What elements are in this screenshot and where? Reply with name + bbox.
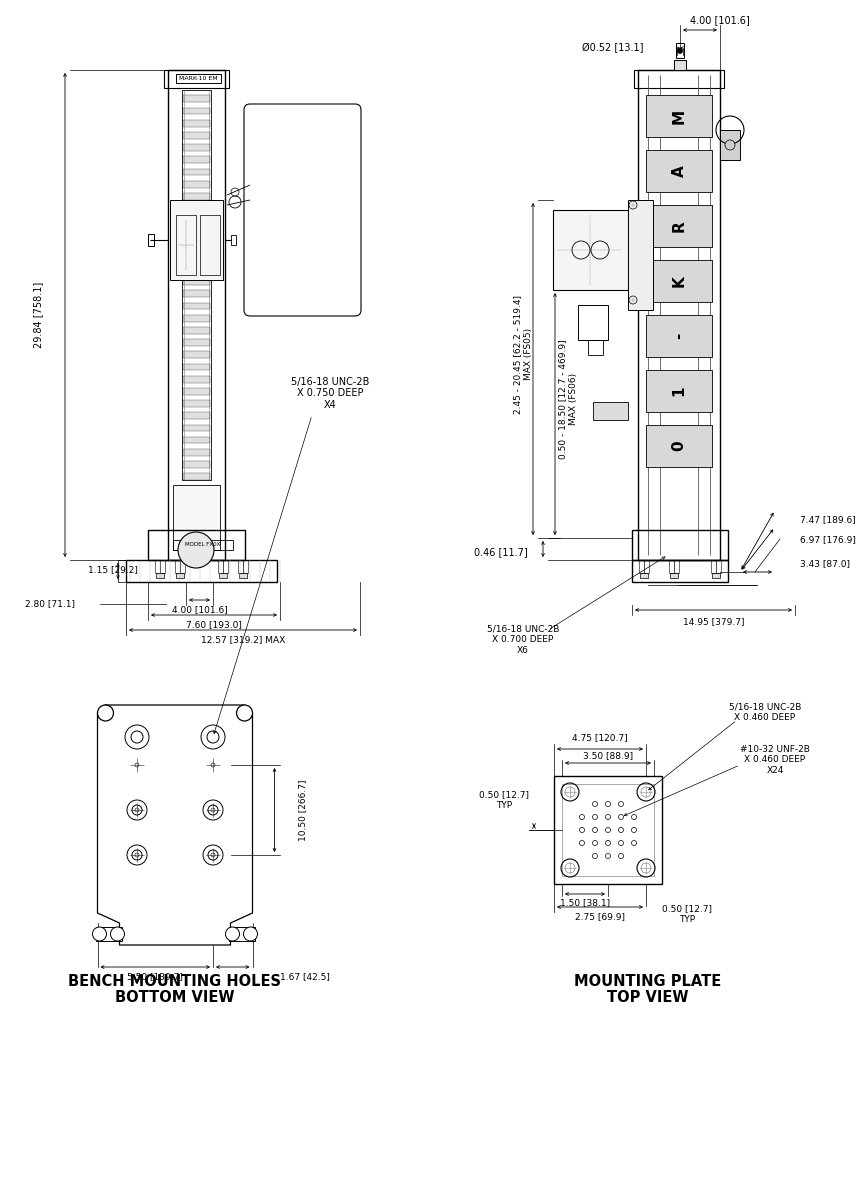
Bar bbox=[176, 74, 221, 83]
Bar bbox=[646, 260, 712, 302]
Text: 5/16-18 UNC-2B
X 0.700 DEEP
X6: 5/16-18 UNC-2B X 0.700 DEEP X6 bbox=[487, 625, 559, 655]
Bar bbox=[638, 70, 720, 560]
Text: 0.50 - 18.50 [12.7 - 469.9]
MAX (FS06): 0.50 - 18.50 [12.7 - 469.9] MAX (FS06) bbox=[559, 340, 578, 458]
Text: 3.50 [88.9]: 3.50 [88.9] bbox=[583, 751, 633, 761]
Bar bbox=[646, 314, 712, 358]
Text: 2.45 - 20.45 [62.2 - 519.4]
MAX (FS05): 2.45 - 20.45 [62.2 - 519.4] MAX (FS05) bbox=[514, 294, 533, 414]
Bar bbox=[183, 314, 210, 322]
Bar bbox=[239, 572, 247, 578]
Text: 5/16-18 UNC-2B
X 0.750 DEEP
X4: 5/16-18 UNC-2B X 0.750 DEEP X4 bbox=[291, 377, 369, 410]
Bar bbox=[183, 400, 210, 407]
Text: MOUNTING PLATE: MOUNTING PLATE bbox=[574, 974, 721, 990]
Bar bbox=[155, 560, 165, 572]
Bar bbox=[669, 560, 679, 572]
Text: 6.97 [176.9]: 6.97 [176.9] bbox=[800, 535, 856, 545]
Bar bbox=[183, 340, 210, 346]
Text: -: - bbox=[671, 332, 687, 340]
Bar bbox=[646, 150, 712, 192]
Bar bbox=[183, 181, 210, 187]
Bar bbox=[588, 340, 603, 355]
Bar bbox=[173, 540, 233, 550]
Text: 10.50 [266.7]: 10.50 [266.7] bbox=[298, 779, 307, 841]
Text: 14.95 [379.7]: 14.95 [379.7] bbox=[682, 618, 744, 626]
Circle shape bbox=[93, 926, 107, 941]
Bar bbox=[183, 473, 210, 480]
Bar bbox=[176, 215, 196, 275]
Bar bbox=[183, 302, 210, 310]
Text: 3.43 [87.0]: 3.43 [87.0] bbox=[800, 559, 850, 569]
Bar bbox=[632, 560, 728, 582]
Circle shape bbox=[677, 48, 682, 54]
Bar bbox=[170, 200, 223, 280]
Bar bbox=[183, 217, 210, 224]
Text: 0.46 [11.7]: 0.46 [11.7] bbox=[475, 547, 528, 557]
Bar bbox=[183, 364, 210, 371]
Bar bbox=[676, 43, 684, 58]
Bar bbox=[639, 560, 649, 572]
FancyBboxPatch shape bbox=[244, 104, 361, 316]
Bar bbox=[183, 376, 210, 383]
Bar bbox=[674, 60, 686, 70]
Bar bbox=[183, 108, 210, 114]
Bar bbox=[168, 70, 225, 560]
Bar bbox=[646, 425, 712, 467]
Text: 1: 1 bbox=[671, 385, 687, 396]
Bar bbox=[670, 572, 678, 578]
Bar bbox=[219, 572, 227, 578]
Bar bbox=[640, 572, 648, 578]
Bar bbox=[126, 560, 277, 582]
Bar bbox=[183, 193, 210, 199]
Bar bbox=[562, 784, 654, 876]
Text: 1.50 [38.1]: 1.50 [38.1] bbox=[560, 899, 610, 907]
Bar bbox=[183, 278, 210, 284]
Bar bbox=[183, 132, 210, 139]
Bar bbox=[711, 560, 721, 572]
Text: 5/16-18 UNC-2B
X 0.460 DEEP: 5/16-18 UNC-2B X 0.460 DEEP bbox=[729, 702, 801, 721]
Text: 1.15 [29.2]: 1.15 [29.2] bbox=[88, 565, 138, 574]
Text: 0: 0 bbox=[671, 440, 687, 451]
Text: 2.80 [71.1]: 2.80 [71.1] bbox=[25, 600, 75, 608]
Text: BOTTOM VIEW: BOTTOM VIEW bbox=[115, 990, 235, 1006]
Bar bbox=[183, 229, 210, 236]
Bar bbox=[646, 95, 712, 137]
Text: MARK-10 EM: MARK-10 EM bbox=[178, 77, 217, 82]
Text: 0.50 [12.7]
TYP: 0.50 [12.7] TYP bbox=[662, 905, 712, 924]
Text: R: R bbox=[671, 220, 687, 232]
Text: 2.75 [69.9]: 2.75 [69.9] bbox=[575, 912, 625, 922]
Bar bbox=[183, 96, 210, 102]
Bar bbox=[183, 120, 210, 126]
Text: 7.60 [193.0]: 7.60 [193.0] bbox=[186, 620, 242, 630]
Bar bbox=[632, 530, 728, 560]
Text: 4.00 [101.6]: 4.00 [101.6] bbox=[171, 606, 228, 614]
Text: 5.50 [139.7]: 5.50 [139.7] bbox=[127, 972, 184, 982]
Bar bbox=[646, 205, 712, 247]
Bar bbox=[183, 169, 210, 175]
Bar bbox=[712, 572, 720, 578]
Text: 7.47 [189.6]: 7.47 [189.6] bbox=[800, 516, 856, 524]
Circle shape bbox=[178, 532, 214, 568]
Bar bbox=[229, 926, 255, 941]
Text: TOP VIEW: TOP VIEW bbox=[607, 990, 688, 1006]
Bar bbox=[182, 90, 211, 480]
Bar bbox=[183, 461, 210, 468]
Bar bbox=[183, 388, 210, 395]
Text: Ø0.52 [13.1]: Ø0.52 [13.1] bbox=[583, 43, 644, 53]
Bar bbox=[175, 560, 185, 572]
Text: M: M bbox=[671, 108, 687, 124]
Bar bbox=[183, 241, 210, 248]
Bar bbox=[183, 413, 210, 419]
Text: #10-32 UNF-2B
X 0.460 DEEP
X24: #10-32 UNF-2B X 0.460 DEEP X24 bbox=[740, 745, 810, 775]
Bar bbox=[183, 290, 210, 298]
Bar bbox=[628, 200, 653, 310]
Bar bbox=[593, 402, 628, 420]
Bar bbox=[720, 130, 740, 160]
Bar bbox=[176, 572, 184, 578]
Bar bbox=[634, 70, 724, 88]
Text: A: A bbox=[671, 166, 687, 176]
Bar bbox=[95, 926, 121, 941]
Bar bbox=[148, 530, 245, 560]
Bar bbox=[173, 485, 220, 550]
Circle shape bbox=[111, 926, 125, 941]
Text: BENCH MOUNTING HOLES: BENCH MOUNTING HOLES bbox=[68, 974, 281, 990]
Bar bbox=[218, 560, 228, 572]
